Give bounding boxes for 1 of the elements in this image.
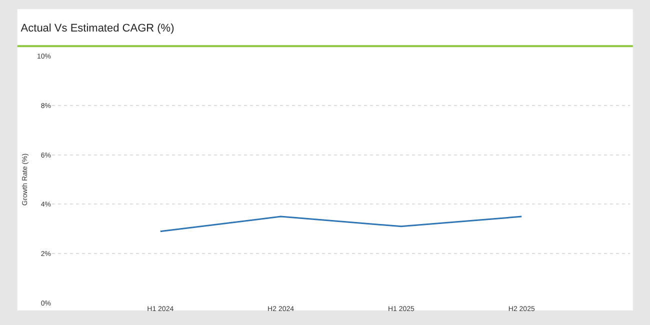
chart-title: Actual Vs Estimated CAGR (%) <box>20 22 174 34</box>
